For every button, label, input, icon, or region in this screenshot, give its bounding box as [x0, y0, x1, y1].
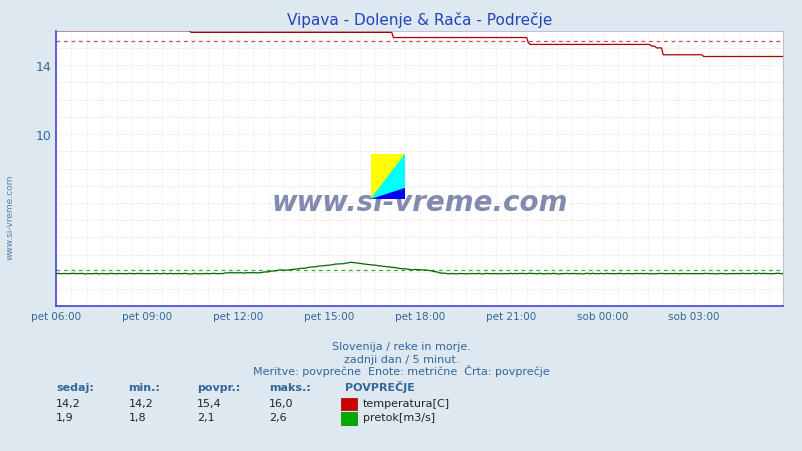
- Polygon shape: [371, 189, 405, 200]
- Text: 1,8: 1,8: [128, 412, 146, 422]
- Text: 15,4: 15,4: [196, 398, 221, 408]
- Text: zadnji dan / 5 minut.: zadnji dan / 5 minut.: [343, 354, 459, 364]
- Text: Slovenija / reke in morje.: Slovenija / reke in morje.: [332, 341, 470, 351]
- Text: maks.:: maks.:: [269, 382, 310, 392]
- Text: sedaj:: sedaj:: [56, 382, 94, 392]
- Text: 14,2: 14,2: [56, 398, 81, 408]
- Text: www.si-vreme.com: www.si-vreme.com: [271, 188, 567, 216]
- Text: 1,9: 1,9: [56, 412, 74, 422]
- Text: 16,0: 16,0: [269, 398, 294, 408]
- Text: pretok[m3/s]: pretok[m3/s]: [363, 412, 435, 422]
- Text: povpr.:: povpr.:: [196, 382, 240, 392]
- Polygon shape: [371, 155, 405, 200]
- Title: Vipava - Dolenje & Rača - Podrečje: Vipava - Dolenje & Rača - Podrečje: [286, 12, 552, 28]
- Text: Meritve: povprečne  Enote: metrične  Črta: povprečje: Meritve: povprečne Enote: metrične Črta:…: [253, 364, 549, 376]
- Text: temperatura[C]: temperatura[C]: [363, 398, 449, 408]
- Text: 2,6: 2,6: [269, 412, 286, 422]
- Text: POVPREČJE: POVPREČJE: [345, 380, 415, 392]
- Text: 2,1: 2,1: [196, 412, 214, 422]
- Text: www.si-vreme.com: www.si-vreme.com: [5, 174, 14, 259]
- Text: 14,2: 14,2: [128, 398, 153, 408]
- Text: min.:: min.:: [128, 382, 160, 392]
- Polygon shape: [371, 155, 405, 200]
